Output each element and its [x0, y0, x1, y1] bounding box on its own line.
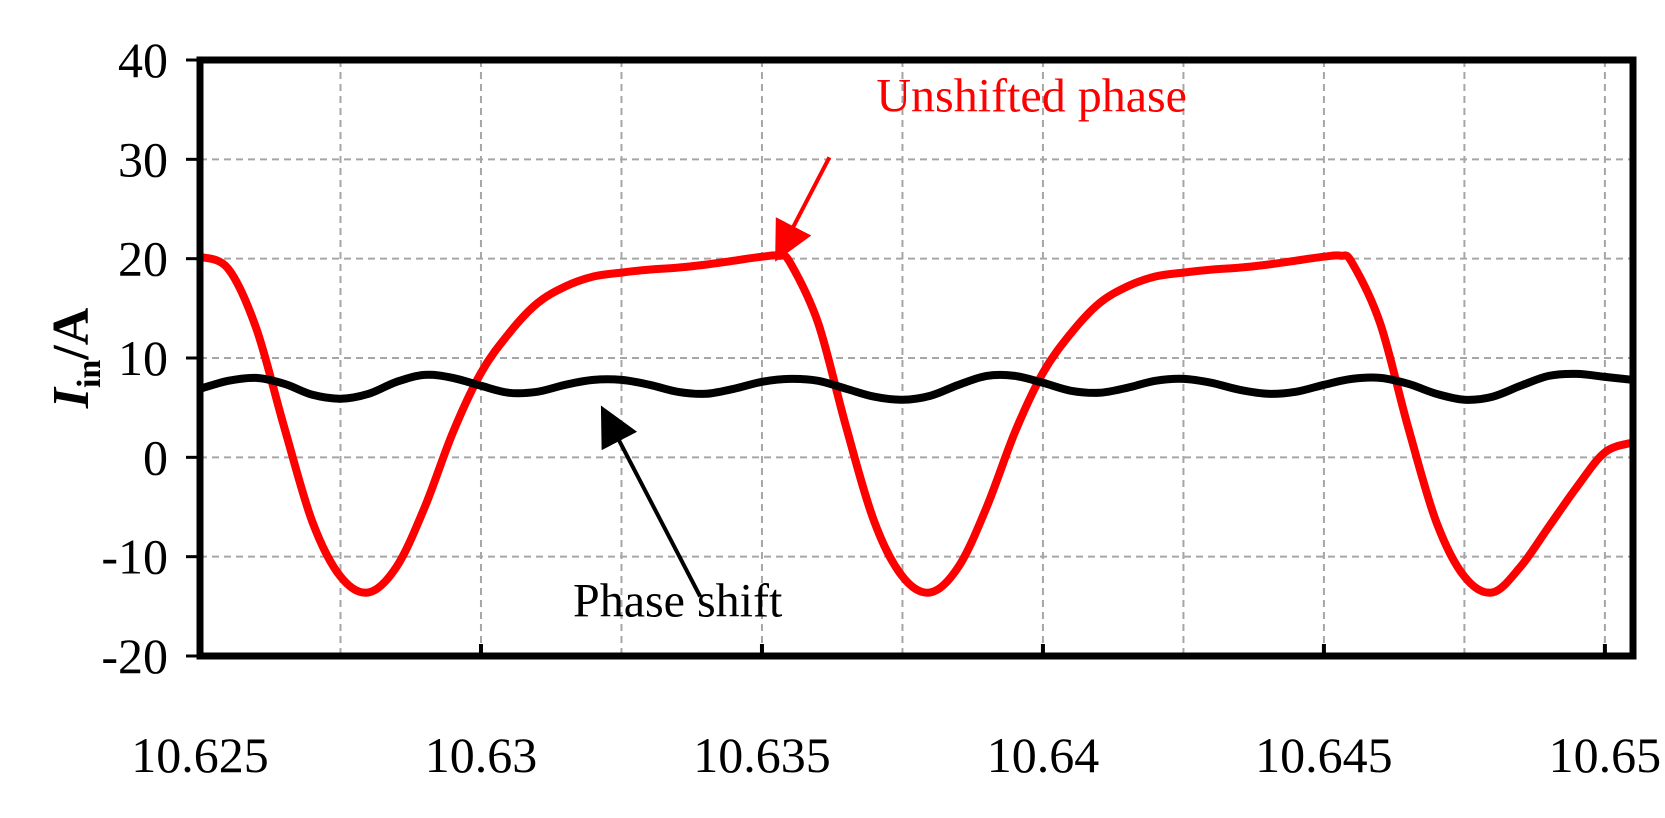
annotations: Unshifted phase Phase shift — [573, 70, 1187, 628]
y-tick-labels: -20 -10 0 10 20 30 40 — [101, 32, 168, 684]
y-tick-label: 10 — [118, 330, 168, 386]
grid-lines — [200, 60, 1633, 656]
annotation-label-1: Phase shift — [573, 574, 783, 627]
y-axis-label-main: I — [43, 386, 100, 409]
x-tick-label: 10.65 — [1549, 727, 1662, 783]
x-tick-label: 10.625 — [131, 727, 269, 783]
y-axis-label: Iin/A — [43, 307, 108, 409]
y-tick-label: 40 — [118, 32, 168, 88]
annotation-arrow-0 — [775, 156, 832, 262]
y-tick-label: 0 — [143, 429, 168, 485]
x-tick-label: 10.63 — [425, 727, 538, 783]
series-line-0 — [200, 251, 1633, 597]
x-tick-label: 10.635 — [693, 727, 831, 783]
series-layer — [200, 251, 1633, 597]
annotation-label-0: Unshifted phase — [876, 70, 1187, 123]
y-tick-label: -10 — [101, 529, 168, 585]
x-tick-label: 10.645 — [1255, 727, 1393, 783]
annotation-arrow-1 — [600, 405, 702, 598]
axis-ticks — [186, 58, 1607, 658]
y-axis-label-subscript: in — [71, 360, 108, 388]
y-tick-label: -20 — [101, 628, 168, 684]
x-tick-labels: 10.625 10.63 10.635 10.64 10.645 10.65 — [131, 727, 1661, 783]
x-tick-label: 10.64 — [987, 727, 1100, 783]
y-tick-label: 30 — [118, 131, 168, 187]
y-axis-label-suffix: /A — [43, 307, 100, 360]
series-line-1 — [200, 369, 1633, 404]
y-tick-label: 20 — [118, 231, 168, 287]
